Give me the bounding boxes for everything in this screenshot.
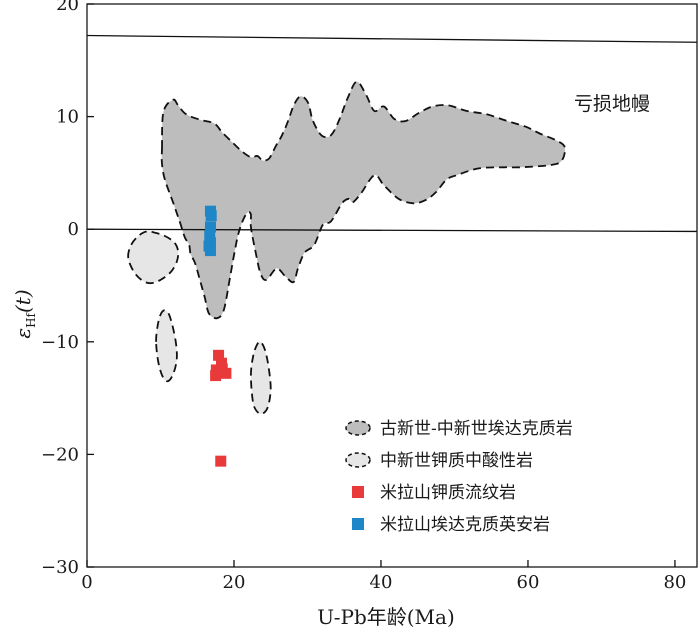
field-miocene-ultrapotassic-3 bbox=[249, 340, 272, 415]
axis-ticks: 0 20 40 60 80 −30 −20 −10 0 10 20 bbox=[41, 0, 686, 593]
svg-text:εHf(t): εHf(t) bbox=[11, 289, 38, 338]
chur-line bbox=[86, 228, 698, 233]
legend-label: 古新世-中新世埃达克质岩 bbox=[380, 419, 573, 439]
data-point-series-2-7 bbox=[204, 245, 216, 257]
field-paleogene-miocene-adakitic bbox=[160, 80, 566, 320]
data-point-series-2-3 bbox=[204, 221, 216, 233]
legend-marker-swatch bbox=[352, 486, 364, 498]
depleted-mantle-line bbox=[86, 34, 698, 43]
legend-entry: 米拉山钾质流纹岩 bbox=[352, 483, 516, 503]
y-tick-label: 0 bbox=[68, 219, 79, 240]
x-tick-label: 80 bbox=[663, 572, 686, 593]
legend-entry: 古新世-中新世埃达克质岩 bbox=[345, 419, 573, 439]
data-point-series-1-2 bbox=[215, 357, 227, 369]
reference-lines-layer bbox=[86, 34, 698, 233]
data-point-series-2-4 bbox=[204, 230, 216, 242]
y-tick-label: 10 bbox=[56, 107, 79, 128]
legend-label: 米拉山埃达克质英安岩 bbox=[380, 515, 550, 535]
legend-label: 米拉山钾质流纹岩 bbox=[380, 483, 516, 503]
y-axis-title: εHf(t) bbox=[11, 289, 38, 338]
data-point-series-2-2 bbox=[205, 210, 217, 222]
data-point-series-1-6 bbox=[210, 370, 222, 382]
y-tick-label: 20 bbox=[56, 0, 79, 15]
data-point-series-1-3 bbox=[210, 364, 222, 376]
data-points-layer bbox=[203, 205, 232, 467]
data-point-series-1-5 bbox=[220, 367, 232, 379]
y-axis-title-suffix: (t) bbox=[11, 289, 35, 313]
x-axis-title: U-Pb年龄(Ma) bbox=[317, 605, 455, 629]
legend-entry: 米拉山埃达克质英安岩 bbox=[352, 515, 550, 535]
legend-field-swatch bbox=[345, 452, 371, 468]
field-miocene-ultrapotassic-1 bbox=[127, 230, 180, 285]
field-miocene-ultrapotassic-2 bbox=[155, 309, 178, 383]
data-point-series-1-7 bbox=[215, 455, 227, 467]
depleted-mantle-label: 亏损地幔 bbox=[574, 93, 650, 115]
legend-field-swatch bbox=[345, 420, 371, 436]
x-tick-label: 0 bbox=[81, 572, 92, 593]
y-axis-title-main: ε bbox=[11, 328, 35, 339]
data-point-series-1-1 bbox=[213, 349, 225, 361]
legend-label: 中新世钾质中酸性岩 bbox=[380, 451, 533, 471]
y-tick-label: −30 bbox=[41, 557, 79, 578]
x-tick-label: 60 bbox=[517, 572, 540, 593]
legend-marker-swatch bbox=[352, 518, 364, 530]
plot-frame bbox=[86, 3, 698, 568]
legend-entry: 中新世钾质中酸性岩 bbox=[345, 451, 533, 471]
x-tick-label: 20 bbox=[223, 572, 246, 593]
y-tick-label: −10 bbox=[41, 332, 79, 353]
y-tick-label: −20 bbox=[41, 444, 79, 465]
x-tick-label: 40 bbox=[370, 572, 393, 593]
y-axis-title-sub: Hf bbox=[24, 311, 38, 327]
fields-layer bbox=[127, 80, 566, 415]
